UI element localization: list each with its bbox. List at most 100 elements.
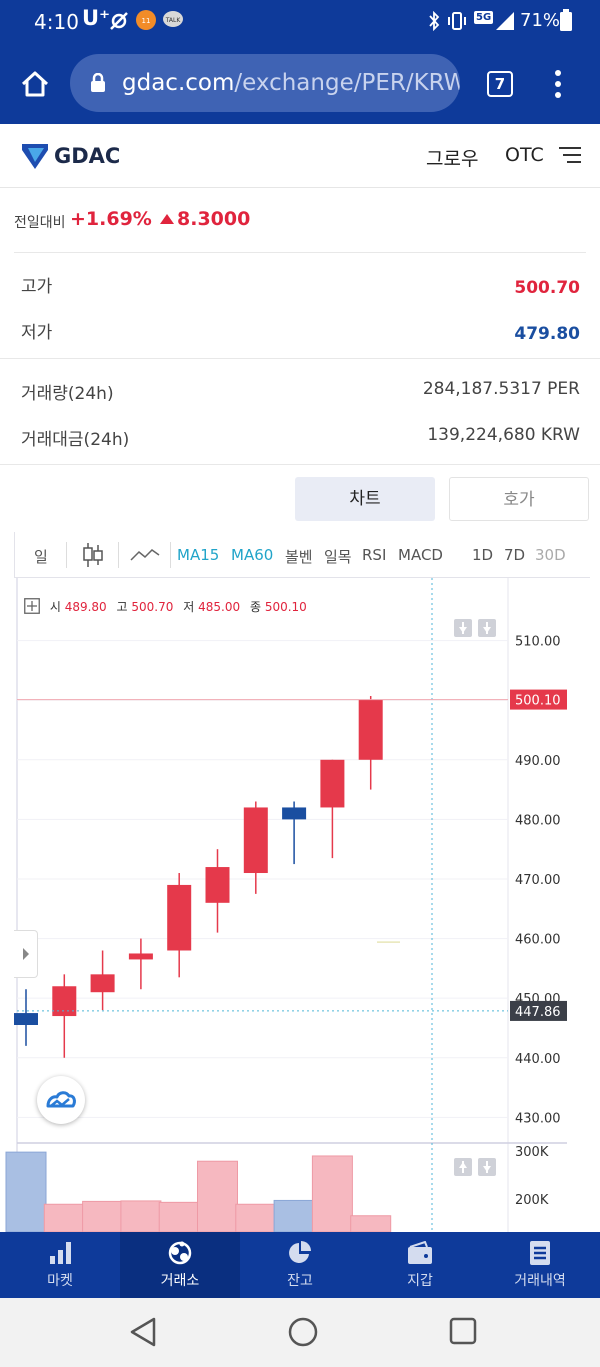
indicator-rsi[interactable]: RSI <box>362 546 387 564</box>
home-icon[interactable] <box>20 70 50 98</box>
signal-icon <box>496 12 514 30</box>
ohlc-open-label: 시 <box>49 600 61 614</box>
nav-exchange-label: 거래소 <box>160 1273 200 1289</box>
pie-chart-icon <box>289 1241 311 1263</box>
battery-icon <box>560 9 572 31</box>
toolbar-separator <box>170 542 171 568</box>
period-selector[interactable]: 일 <box>34 548 48 566</box>
up-arrow-icon <box>160 214 174 224</box>
indicator-ma15[interactable]: MA15 <box>177 546 220 564</box>
url-domain: gdac.com <box>122 70 235 96</box>
browser-toolbar: gdac.com/exchange/PER/KRW 7 <box>0 42 600 124</box>
crosshair-price-tag <box>510 1000 567 1021</box>
site-header: GDAC 그로우 OTC <box>0 124 600 188</box>
high-label: 고가 <box>21 277 53 297</box>
bottom-nav: 마켓 거래소 잔고 지갑 거래내역 <box>0 1232 600 1298</box>
url-field[interactable]: gdac.com/exchange/PER/KRW <box>70 54 460 112</box>
svg-text:TALK: TALK <box>165 17 182 24</box>
ohlc-low-value: 485.00 <box>198 600 241 614</box>
range-1d[interactable]: 1D <box>472 546 494 564</box>
recents-icon[interactable] <box>448 1316 478 1346</box>
amount-label: 거래대금(24h) <box>21 430 130 450</box>
line-chart-icon[interactable] <box>130 546 160 562</box>
amount-value: 139,224,680 KRW <box>427 425 580 445</box>
y-tick-label: 480.00 <box>515 813 561 828</box>
nav-link-grow[interactable]: 그로우 <box>426 148 479 170</box>
candlestick-chart-icon[interactable] <box>82 542 104 568</box>
low-value: 479.80 <box>514 324 580 344</box>
no-signal-icon <box>110 12 128 30</box>
y-tick-label: 440.00 <box>515 1052 561 1067</box>
candle-body <box>282 807 307 820</box>
vibrate-icon <box>448 12 466 30</box>
change-percent: +1.69% <box>70 208 152 230</box>
nav-history-label: 거래내역 <box>514 1273 566 1289</box>
nav-market[interactable]: 마켓 <box>0 1232 120 1298</box>
change-label: 전일대비 <box>14 215 66 231</box>
network-type-badge: 5G <box>474 11 494 24</box>
svg-text:11: 11 <box>142 17 151 25</box>
candle-body <box>128 953 153 960</box>
crosshair-price-label: 447.86 <box>515 1005 561 1020</box>
volume-bar <box>235 1203 277 1232</box>
candle-body <box>243 807 268 874</box>
price-chart[interactable]: 510.00500.00490.00480.00470.00460.00450.… <box>0 578 600 1232</box>
nav-wallet[interactable]: 지갑 <box>360 1232 480 1298</box>
volume-bar <box>120 1200 162 1232</box>
candle-body <box>205 867 230 903</box>
more-menu-icon[interactable] <box>552 69 564 99</box>
tab-chart[interactable]: 차트 <box>295 477 435 521</box>
range-7d[interactable]: 7D <box>504 546 526 564</box>
scroll-down-icon-arrow <box>459 627 467 633</box>
volume-bar <box>43 1203 85 1232</box>
indicator-macd[interactable]: MACD <box>398 546 443 564</box>
current-price-tag <box>510 689 567 710</box>
indicator-bollinger[interactable]: 볼벤 <box>285 548 313 566</box>
y-tick-label: 470.00 <box>515 873 561 888</box>
hamburger-menu-icon[interactable] <box>559 145 581 165</box>
tab-count-button[interactable]: 7 <box>487 71 513 97</box>
candle-body <box>52 986 77 1017</box>
nav-exchange[interactable]: 거래소 <box>120 1232 240 1298</box>
divider <box>0 464 600 465</box>
tradingview-button[interactable] <box>37 1076 85 1124</box>
gdac-logo-icon[interactable] <box>22 142 48 170</box>
side-panel-toggle[interactable] <box>14 930 38 978</box>
crosshair-toggle-icon[interactable] <box>24 598 40 614</box>
nav-link-otc[interactable]: OTC <box>505 144 544 166</box>
lock-icon <box>91 73 105 92</box>
nav-balance[interactable]: 잔고 <box>240 1232 360 1298</box>
indicator-ma60[interactable]: MA60 <box>231 546 274 564</box>
status-time: 4:10 <box>34 10 79 34</box>
ohlc-open-value: 489.80 <box>64 600 107 614</box>
ohlc-high-label: 고 <box>116 600 128 614</box>
ohlc-close-label: 종 <box>249 600 261 614</box>
ohlc-legend: 시 489.80 고 500.70 저 485.00 종 500.10 <box>24 598 307 615</box>
toolbar-separator <box>118 542 119 568</box>
chart-toolbar: 일 MA15 MA60 볼벤 일목 RSI MACD 1D 7D 30D <box>14 532 590 578</box>
volume-bar <box>158 1201 200 1232</box>
high-value: 500.70 <box>514 278 580 298</box>
tab-orderbook[interactable]: 호가 <box>449 477 589 521</box>
volume-bar <box>82 1200 124 1232</box>
nav-history[interactable]: 거래내역 <box>480 1232 600 1298</box>
range-30d[interactable]: 30D <box>535 546 566 564</box>
volume-tick-label: 200K <box>515 1193 549 1208</box>
volume-tick-label: 300K <box>515 1145 549 1160</box>
candle-body <box>167 884 192 951</box>
gdac-logo-text[interactable]: GDAC <box>54 144 121 168</box>
chart-canvas[interactable]: 510.00500.00490.00480.00470.00460.00450.… <box>0 578 600 1232</box>
volume-bar <box>197 1160 238 1232</box>
status-carrier: U⁺ <box>82 6 111 30</box>
home-circle-icon[interactable] <box>287 1316 319 1348</box>
scroll-bottom-icon-arrow <box>483 627 491 633</box>
y-tick-label: 430.00 <box>515 1111 561 1126</box>
ohlc-high-value: 500.70 <box>131 600 174 614</box>
battery-percent: 71% <box>520 10 561 31</box>
wallet-icon <box>408 1241 432 1264</box>
current-price-label: 500.10 <box>515 694 561 709</box>
back-icon[interactable] <box>128 1316 158 1348</box>
indicator-ichimoku[interactable]: 일목 <box>324 548 352 566</box>
volume-scroll-down-icon-arrow <box>483 1166 491 1172</box>
volume-bar <box>311 1155 353 1232</box>
